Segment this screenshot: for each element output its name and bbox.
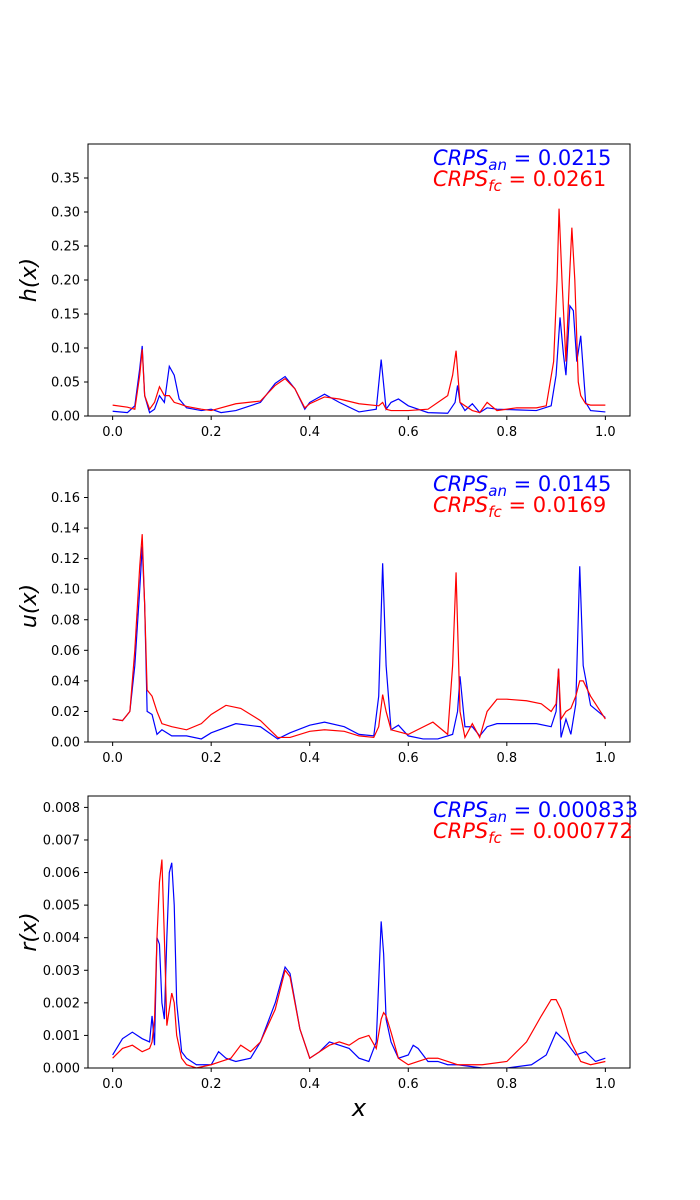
y-tick-label: 0.001 bbox=[43, 1029, 80, 1044]
y-tick-label: 0.15 bbox=[51, 308, 80, 323]
series-line-an bbox=[112, 304, 606, 414]
x-tick-label: 0.0 bbox=[102, 751, 123, 766]
y-tick-label: 0.000 bbox=[43, 1062, 80, 1077]
series-line-fc bbox=[112, 859, 606, 1068]
crps-fc-label: CRPSfc = 0.0169 bbox=[433, 493, 606, 521]
y-tick-label: 0.003 bbox=[43, 964, 80, 979]
crps-value: = 0.0145 bbox=[507, 472, 611, 496]
x-tick-label: 0.8 bbox=[496, 425, 517, 440]
y-tick-label: 0.004 bbox=[43, 931, 80, 946]
x-tick-label: 0.2 bbox=[201, 751, 222, 766]
x-tick-label: 0.8 bbox=[496, 751, 517, 766]
crps-value: = 0.000772 bbox=[502, 819, 633, 843]
y-tick-label: 0.00 bbox=[51, 736, 80, 751]
crps-name: CRPS bbox=[433, 146, 488, 170]
x-tick-label: 0.4 bbox=[299, 1077, 320, 1092]
series-line-fc bbox=[112, 534, 606, 740]
y-tick-label: 0.006 bbox=[43, 866, 80, 881]
y-tick-label: 0.002 bbox=[43, 996, 80, 1011]
y-axis-label: h(x) bbox=[17, 258, 42, 302]
crps-subscript: an bbox=[488, 808, 507, 826]
y-tick-label: 0.06 bbox=[51, 644, 80, 659]
x-tick-label: 0.6 bbox=[398, 1077, 419, 1092]
panel-1: 0.0 0.2 0.4 0.6 0.8 1.0 0.00 0.05 0.10 0.15 0.20 0.… bbox=[17, 143, 631, 440]
x-tick-label: 0.2 bbox=[201, 1077, 222, 1092]
crps-subscript: an bbox=[488, 156, 507, 174]
y-tick-label: 0.05 bbox=[51, 376, 80, 391]
series-line-an bbox=[112, 546, 606, 740]
crps-subscript: fc bbox=[488, 177, 502, 195]
y-tick-label: 0.25 bbox=[51, 240, 80, 255]
crps-subscript: fc bbox=[488, 829, 502, 847]
x-tick-label: 1.0 bbox=[595, 1077, 616, 1092]
y-tick-label: 0.04 bbox=[51, 674, 80, 689]
y-tick-label: 0.008 bbox=[43, 801, 80, 816]
crps-value: = 0.0215 bbox=[507, 146, 611, 170]
y-axis-label: u(x) bbox=[17, 584, 42, 628]
y-tick-label: 0.16 bbox=[51, 491, 80, 506]
crps-name: CRPS bbox=[433, 493, 488, 517]
y-tick-label: 0.10 bbox=[51, 342, 80, 357]
crps-name: CRPS bbox=[433, 472, 488, 496]
panel-3: 0.0 0.2 0.4 0.6 0.8 1.0 0.000 0.001 0.002 0.003 0.… bbox=[17, 795, 638, 1122]
crps-name: CRPS bbox=[433, 798, 488, 822]
y-tick-label: 0.10 bbox=[51, 583, 80, 598]
crps-an-label: CRPSan = 0.0215 bbox=[433, 146, 611, 174]
x-tick-label: 1.0 bbox=[595, 425, 616, 440]
crps-value: = 0.000833 bbox=[507, 798, 638, 822]
x-tick-label: 1.0 bbox=[595, 751, 616, 766]
crps-subscript: fc bbox=[488, 503, 502, 521]
x-tick-label: 0.0 bbox=[102, 1077, 123, 1092]
x-tick-label: 0.0 bbox=[102, 425, 123, 440]
x-tick-label: 0.6 bbox=[398, 425, 419, 440]
y-tick-label: 0.30 bbox=[51, 206, 80, 221]
crps-fc-label: CRPSfc = 0.000772 bbox=[433, 819, 633, 847]
plot-frame bbox=[87, 795, 631, 1069]
x-axis-label: x bbox=[351, 1094, 367, 1122]
crps-value: = 0.0261 bbox=[502, 167, 606, 191]
y-tick-label: 0.20 bbox=[51, 274, 80, 289]
x-tick-label: 0.6 bbox=[398, 751, 419, 766]
y-tick-label: 0.35 bbox=[51, 172, 80, 187]
crps-an-label: CRPSan = 0.000833 bbox=[433, 798, 638, 826]
y-tick-label: 0.007 bbox=[43, 833, 80, 848]
y-tick-label: 0.12 bbox=[51, 552, 80, 567]
x-tick-label: 0.2 bbox=[201, 425, 222, 440]
x-tick-label: 0.4 bbox=[299, 425, 320, 440]
y-tick-label: 0.00 bbox=[51, 410, 80, 425]
crps-value: = 0.0169 bbox=[502, 493, 606, 517]
crps-an-label: CRPSan = 0.0145 bbox=[433, 472, 611, 500]
y-tick-label: 0.08 bbox=[51, 613, 80, 628]
y-axis-label: r(x) bbox=[17, 912, 42, 951]
y-tick-label: 0.005 bbox=[43, 899, 80, 914]
plot-frame bbox=[87, 469, 631, 743]
crps-name: CRPS bbox=[433, 819, 488, 843]
y-tick-label: 0.14 bbox=[51, 522, 80, 537]
x-tick-label: 0.8 bbox=[496, 1077, 517, 1092]
y-tick-label: 0.02 bbox=[51, 705, 80, 720]
series-line-fc bbox=[112, 208, 606, 414]
series-line-an bbox=[112, 862, 606, 1068]
panel-2: 0.0 0.2 0.4 0.6 0.8 1.0 0.00 0.02 0.04 0.06 0.08 0.… bbox=[17, 469, 631, 766]
crps-name: CRPS bbox=[433, 167, 488, 191]
x-tick-label: 0.4 bbox=[299, 751, 320, 766]
crps-fc-label: CRPSfc = 0.0261 bbox=[433, 167, 606, 195]
crps-subscript: an bbox=[488, 482, 507, 500]
